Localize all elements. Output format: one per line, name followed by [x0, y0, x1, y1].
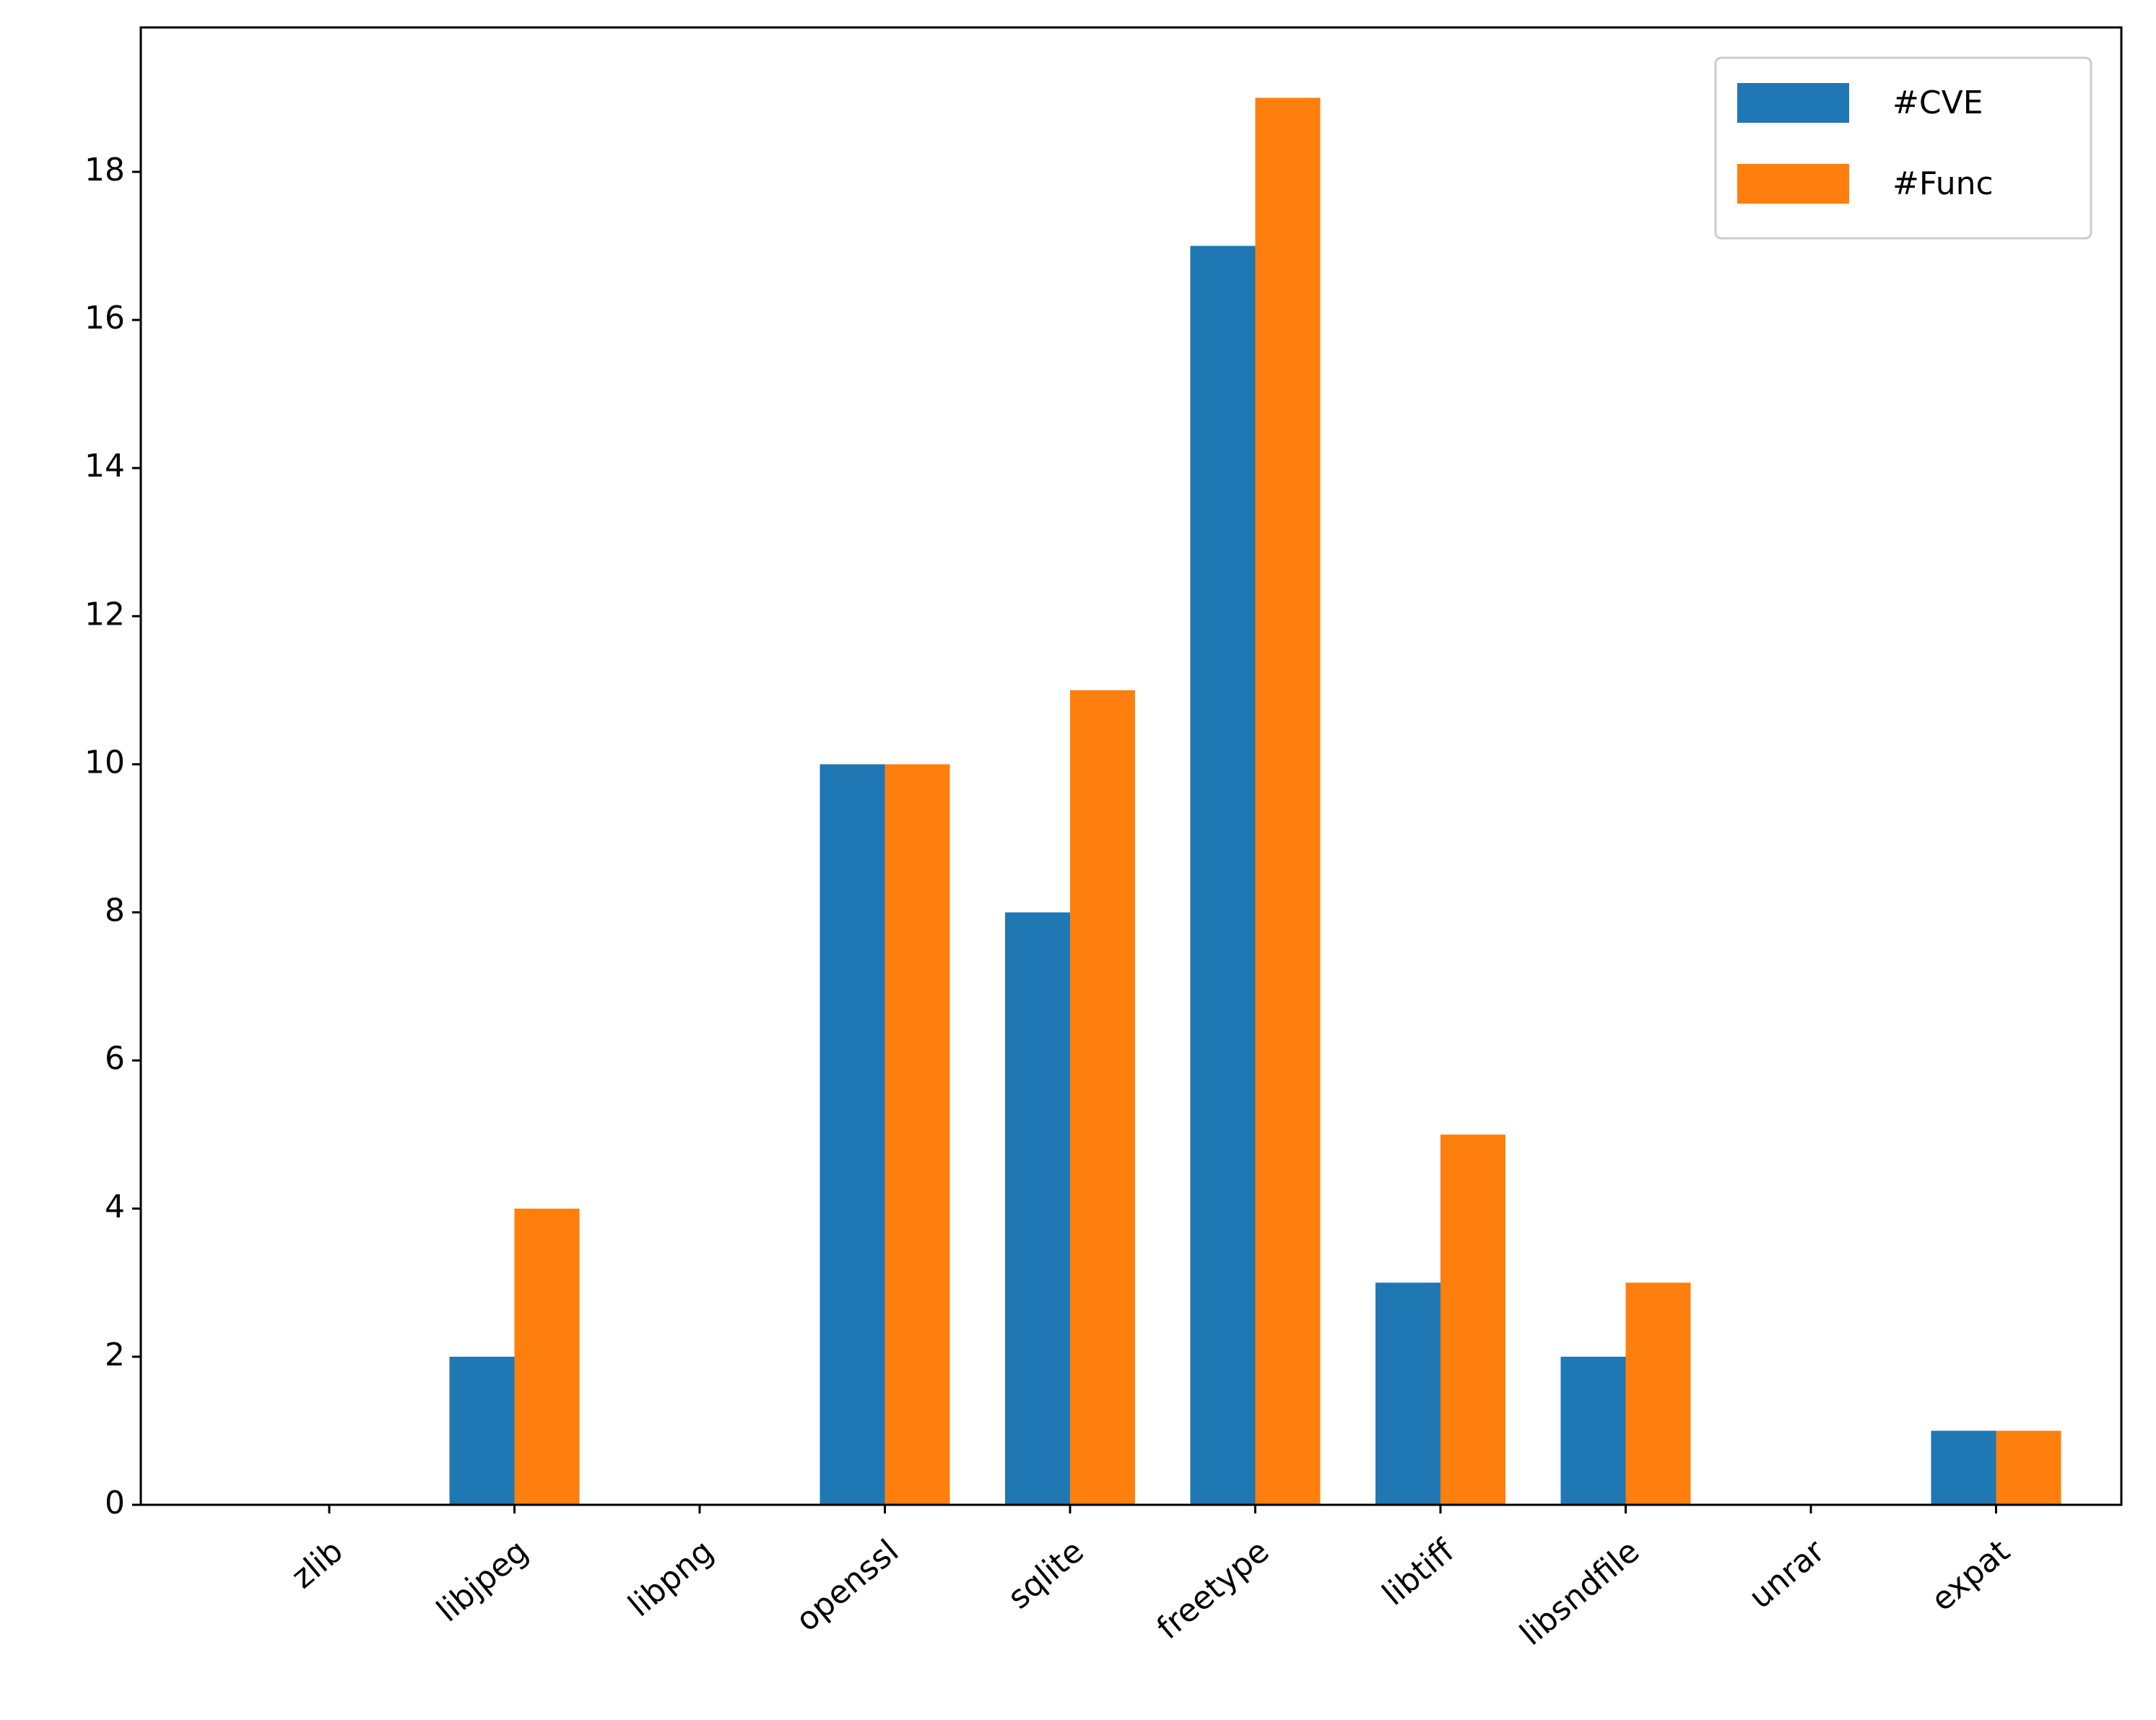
y-tick-label: 18	[84, 152, 125, 188]
bar	[820, 764, 885, 1505]
bar	[1996, 1430, 2061, 1505]
y-tick-label: 10	[84, 744, 125, 781]
y-tick-label: 8	[105, 892, 125, 929]
legend-label: #Func	[1892, 165, 1994, 202]
bar	[1375, 1282, 1440, 1505]
y-tick-label: 2	[105, 1337, 125, 1373]
bar	[1625, 1282, 1691, 1505]
bar	[1190, 246, 1256, 1505]
bar	[1070, 690, 1135, 1506]
y-tick-label: 16	[84, 300, 125, 336]
legend-swatch	[1737, 83, 1849, 123]
bar	[1255, 97, 1321, 1505]
bar	[514, 1208, 580, 1505]
y-tick-label: 4	[105, 1189, 125, 1225]
bar	[1440, 1134, 1505, 1505]
bar	[1005, 912, 1070, 1505]
y-tick-label: 6	[105, 1041, 125, 1077]
legend-label: #CVE	[1892, 84, 1983, 121]
plot-frame	[139, 26, 2123, 1506]
y-tick-label: 0	[105, 1485, 125, 1521]
legend-swatch	[1737, 164, 1849, 204]
bar	[449, 1356, 515, 1505]
bar	[884, 764, 950, 1505]
bar	[1560, 1356, 1626, 1505]
y-tick-label: 12	[84, 596, 125, 633]
bar	[1931, 1430, 1996, 1505]
y-tick-label: 14	[84, 448, 125, 485]
